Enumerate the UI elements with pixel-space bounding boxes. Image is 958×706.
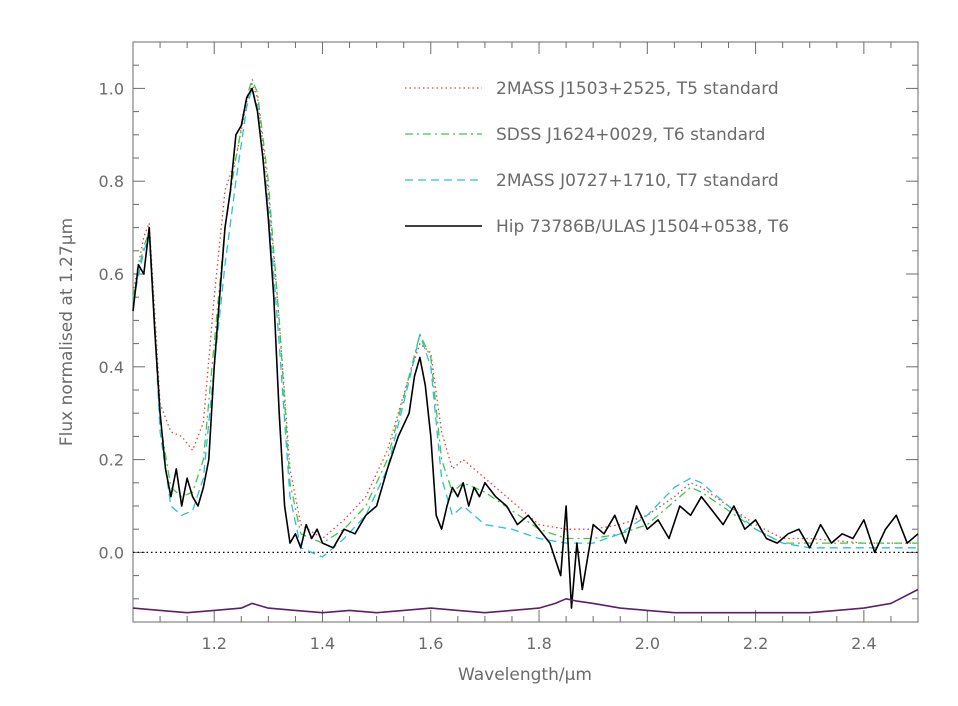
y-tick-label: 0.8 — [99, 172, 124, 191]
legend-label: Hip 73786B/ULAS J1504+0538, T6 — [496, 217, 789, 237]
series-line-3 — [132, 87, 919, 609]
series-line-4 — [132, 588, 919, 614]
series-line-2 — [132, 87, 918, 558]
legend: 2MASS J1503+2525, T5 standard SDSS J1624+… — [405, 79, 789, 237]
x-tick-label: 1.4 — [310, 634, 335, 653]
legend-label: 2MASS J0727+1710, T7 standard — [496, 171, 779, 191]
x-tick-label: 2.0 — [635, 634, 660, 653]
series-line-1 — [132, 78, 918, 544]
x-tick-label: 1.2 — [201, 634, 226, 653]
y-tick-label: 0.0 — [99, 543, 124, 562]
legend-label: 2MASS J1503+2525, T5 standard — [496, 79, 779, 99]
x-tick-label: 1.6 — [418, 634, 443, 653]
axis-ticks — [132, 41, 919, 622]
x-tick-label: 2.2 — [743, 634, 768, 653]
legend-label: SDSS J1624+0029, T6 standard — [496, 125, 765, 145]
y-tick-label: 0.6 — [99, 265, 124, 284]
x-tick-label: 2.4 — [851, 634, 876, 653]
y-tick-label: 0.4 — [99, 358, 124, 377]
y-tick-label: 0.2 — [99, 451, 124, 470]
axis-tick-labels: 1.2 1.4 1.6 1.8 2.0 2.2 2.4 0.0 0.2 0.4 0.6 0.8 1.0 — [99, 79, 877, 653]
y-axis-label: Flux normalised at 1.27μm — [57, 218, 77, 446]
x-tick-label: 1.8 — [526, 634, 551, 653]
series-lines — [132, 78, 919, 614]
plot-frame — [132, 41, 919, 623]
y-tick-label: 1.0 — [99, 79, 124, 98]
series-line-0 — [132, 83, 918, 544]
x-axis-label: Wavelength/μm — [458, 665, 592, 685]
